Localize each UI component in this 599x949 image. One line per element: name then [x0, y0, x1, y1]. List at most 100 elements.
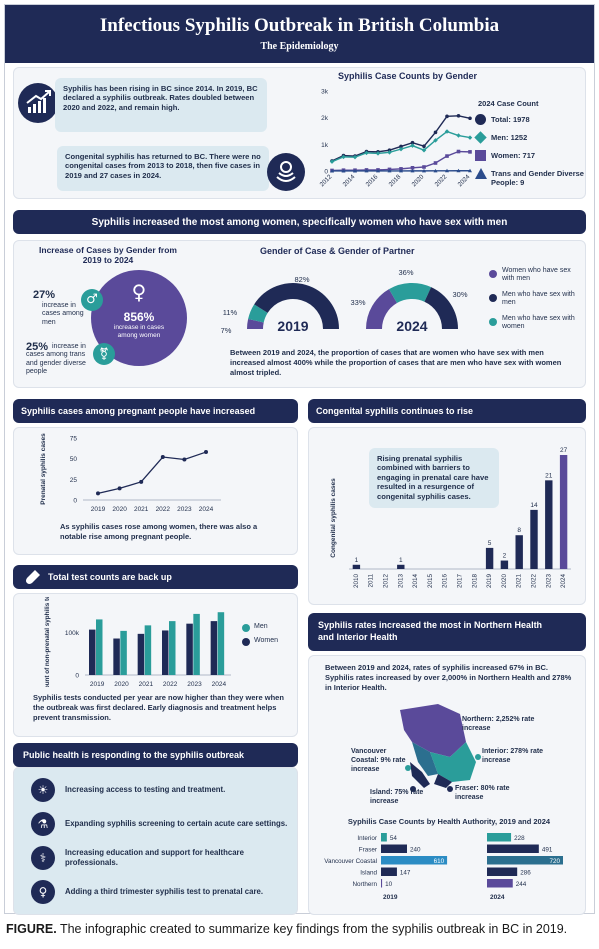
pregnant-section-title: Syphilis cases among pregnant people hav… [21, 406, 256, 416]
ha-category-label: Interior [357, 835, 377, 842]
trend-up-icon [18, 83, 58, 123]
ha-value-label: 244 [516, 881, 527, 888]
legend-marker [474, 131, 487, 144]
data-point [182, 457, 187, 462]
gender-legend-title: 2024 Case Count [478, 99, 539, 108]
data-point [456, 114, 461, 118]
data-point [410, 143, 415, 148]
data-point [117, 486, 122, 491]
response-item: ⚗ Expanding syphilis screening to certain… [29, 807, 289, 841]
x-tick-label: 2012 [319, 173, 334, 188]
x-tick-label: 2013 [397, 574, 404, 589]
donut-pct-label: 7% [221, 326, 232, 335]
regions-section-bar: Syphilis rates increased the most in Nor… [308, 613, 586, 651]
congenital-bar [559, 455, 568, 569]
doctor-icon: ⚕ [31, 846, 55, 870]
pregnant-icon: ♀ [31, 880, 55, 904]
data-point [433, 161, 438, 165]
partner-summary: Between 2019 and 2024, the proportion of… [230, 348, 562, 377]
trans-pct: 25% [26, 341, 49, 353]
data-point [467, 135, 473, 140]
increase-title: Increase of Cases by Gender from 2019 to… [39, 245, 177, 265]
bar-data-label: 5 [488, 540, 492, 547]
data-point [330, 168, 334, 173]
regions-section-title: Syphilis rates increased the most in Nor… [318, 620, 543, 643]
data-point [204, 450, 208, 455]
test-bar [210, 621, 218, 675]
ha-category-label: Northern [353, 881, 378, 888]
rising-callout: Syphilis has been rising in BC since 201… [55, 78, 267, 132]
data-point [399, 167, 403, 171]
congenital-section-bar: Congenital syphilis continues to rise [308, 399, 586, 423]
legend-dot [489, 318, 497, 326]
figure-caption: FIGURE. The infographic created to summa… [6, 922, 596, 936]
legend-dot [242, 638, 250, 646]
legend-label: Women [254, 637, 278, 644]
legend-marker [475, 114, 486, 125]
data-point [456, 149, 461, 154]
baby-icon [267, 153, 305, 191]
data-point [433, 130, 438, 135]
pregnant-section-bar: Syphilis cases among pregnant people hav… [13, 399, 298, 423]
test-bar [186, 623, 193, 675]
ha-bar-2019 [381, 879, 383, 888]
gender-case-chart: 0 1k 2k 3k 2012 2014 2016 2018 2020 2022 2024 [319, 89, 473, 188]
gender-section-title: Syphilis increased the most among women,… [91, 217, 508, 228]
donut-segment [366, 289, 398, 330]
response-item-text: Adding a third trimester syphilis test t… [65, 886, 264, 896]
x-tick-label: 2014 [412, 574, 419, 589]
ha-bar-2024 [487, 856, 563, 865]
donut-pct-label: 11% [223, 308, 238, 317]
ha-category-label: Fraser [359, 847, 377, 854]
congenital-bar [485, 547, 494, 569]
x-tick-label: 2019 [91, 506, 106, 513]
header-banner: Infectious Syphilis Outbreak in British … [5, 5, 594, 63]
figure-label: FIGURE. [6, 922, 57, 936]
y-tick-label: 3k [321, 89, 329, 96]
data-point [96, 491, 100, 496]
data-point [353, 168, 357, 173]
x-tick-label: 2019 [486, 574, 493, 589]
donut-2019-year: 2019 [277, 318, 308, 334]
ha-bar-2019 [381, 833, 387, 842]
page-title: Infectious Syphilis Outbreak in British … [99, 15, 500, 36]
test-bar [144, 625, 152, 675]
y-tick-label: 0 [324, 169, 328, 176]
island-label: Island: 75% rate increase [370, 789, 424, 805]
x-tick-label: 2023 [545, 574, 552, 589]
x-tick-label: 2022 [434, 173, 449, 188]
x-tick-label: 2022 [163, 681, 178, 687]
x-tick-label: 2017 [456, 574, 463, 589]
legend-item: Trans and Gender Diverse People: 9 [473, 167, 588, 193]
y-tick-label: 0 [73, 498, 77, 505]
data-point [376, 168, 380, 173]
gender-chart-title: Syphilis Case Counts by Gender [338, 71, 478, 81]
congenital-cases-chart: Congenital syphilis cases 1 2010 2011 2012 1 2… [330, 447, 571, 589]
x-tick-label: 2021 [139, 681, 154, 687]
x-tick-label: 2022 [156, 506, 171, 513]
donut-pct-label: 82% [294, 275, 309, 284]
legend-dot [242, 624, 250, 632]
data-point [422, 165, 426, 169]
map-island [410, 762, 430, 788]
data-point [364, 168, 369, 173]
response-section-title: Public health is responding to the syphi… [23, 750, 245, 760]
partner-legend: Women who have sex with men Men who have … [488, 267, 583, 339]
infographic: Infectious Syphilis Outbreak in British … [4, 4, 595, 915]
donut-pct-label: 33% [350, 298, 365, 307]
congenital-bar [545, 480, 553, 569]
response-item: ♀ Adding a third trimester syphilis test … [29, 875, 289, 909]
test-bar [193, 613, 200, 675]
y-tick-label: 50 [70, 456, 78, 463]
interior-label: Interior: 278% rate increase [482, 748, 544, 764]
legend-dot [489, 270, 497, 278]
x-tick-label: 2024 [199, 506, 214, 513]
figure-text: The infographic created to summarize key… [56, 922, 568, 936]
ha-category-label: Vancouver Coastal [324, 858, 377, 865]
ha-value-label: 610 [434, 858, 445, 865]
partner-legend-item: Men who have sex with women [488, 315, 583, 339]
vancouver-marker [405, 765, 411, 771]
x-tick-label: 2024 [457, 173, 472, 188]
pregnant-card [13, 427, 298, 555]
health-authority-chart: Interior 54 228 Fraser 240 491 Vancouver Coast… [324, 833, 563, 888]
